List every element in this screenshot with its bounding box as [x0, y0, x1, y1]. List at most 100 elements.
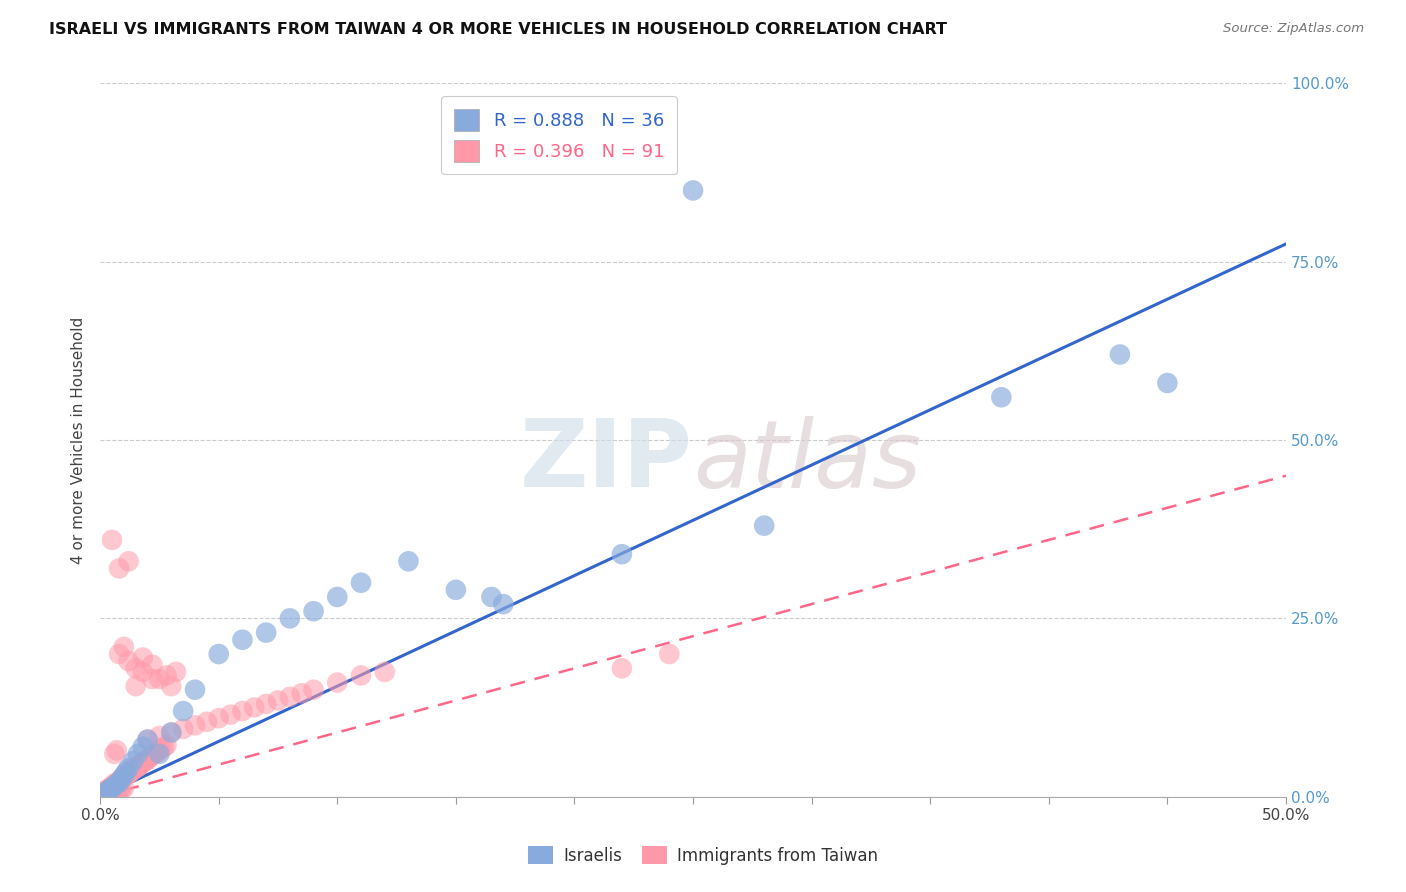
Point — [120, 764, 142, 779]
Point — [148, 672, 170, 686]
Point — [98, 786, 121, 800]
Point — [101, 779, 124, 793]
Point — [658, 647, 681, 661]
Point — [219, 707, 242, 722]
Point — [132, 756, 155, 770]
Point — [243, 700, 266, 714]
Point — [350, 668, 373, 682]
Point — [103, 779, 125, 793]
Point — [160, 725, 183, 739]
Point — [101, 781, 124, 796]
Point — [148, 743, 170, 757]
Y-axis label: 4 or more Vehicles in Household: 4 or more Vehicles in Household — [72, 317, 86, 564]
Point — [125, 761, 148, 775]
Point — [481, 590, 503, 604]
Point — [115, 768, 138, 782]
Point — [101, 781, 124, 796]
Point — [160, 725, 183, 739]
Point — [136, 732, 159, 747]
Point — [125, 679, 148, 693]
Point — [110, 772, 132, 786]
Point — [105, 777, 128, 791]
Point — [141, 657, 163, 672]
Point — [98, 782, 121, 797]
Point — [122, 754, 145, 768]
Point — [94, 786, 117, 800]
Point — [108, 774, 131, 789]
Point — [148, 747, 170, 761]
Point — [302, 604, 325, 618]
Point — [374, 665, 396, 679]
Point — [101, 533, 124, 547]
Point — [132, 756, 155, 770]
Point — [291, 686, 314, 700]
Point — [108, 775, 131, 789]
Point — [132, 665, 155, 679]
Point — [115, 768, 138, 782]
Point — [682, 183, 704, 197]
Point — [172, 722, 194, 736]
Point — [108, 647, 131, 661]
Point — [184, 682, 207, 697]
Point — [120, 764, 142, 779]
Point — [136, 732, 159, 747]
Point — [110, 782, 132, 797]
Point — [254, 697, 277, 711]
Point — [231, 704, 253, 718]
Text: ZIP: ZIP — [520, 416, 693, 508]
Point — [139, 750, 162, 764]
Point — [326, 590, 349, 604]
Point — [195, 714, 218, 729]
Point — [122, 763, 145, 777]
Point — [278, 690, 301, 704]
Point — [132, 650, 155, 665]
Text: atlas: atlas — [693, 416, 921, 507]
Point — [148, 729, 170, 743]
Point — [112, 640, 135, 654]
Point — [108, 783, 131, 797]
Legend: R = 0.888   N = 36, R = 0.396   N = 91: R = 0.888 N = 36, R = 0.396 N = 91 — [441, 96, 676, 175]
Point — [132, 739, 155, 754]
Point — [129, 757, 152, 772]
Point — [127, 760, 149, 774]
Point — [108, 775, 131, 789]
Point — [444, 582, 467, 597]
Point — [96, 787, 118, 801]
Point — [231, 632, 253, 647]
Point — [122, 763, 145, 777]
Point — [96, 784, 118, 798]
Point — [112, 770, 135, 784]
Point — [398, 554, 420, 568]
Point — [117, 767, 139, 781]
Point — [143, 747, 166, 761]
Legend: Israelis, Immigrants from Taiwan: Israelis, Immigrants from Taiwan — [520, 838, 886, 873]
Point — [94, 784, 117, 798]
Point — [1156, 376, 1178, 390]
Point — [101, 785, 124, 799]
Point — [172, 704, 194, 718]
Point — [160, 679, 183, 693]
Point — [94, 788, 117, 802]
Point — [208, 647, 231, 661]
Point — [146, 746, 169, 760]
Point — [267, 693, 290, 707]
Point — [117, 554, 139, 568]
Point — [610, 547, 633, 561]
Point — [117, 654, 139, 668]
Point — [208, 711, 231, 725]
Point — [115, 764, 138, 779]
Point — [141, 672, 163, 686]
Point — [990, 390, 1012, 404]
Point — [125, 661, 148, 675]
Point — [98, 782, 121, 797]
Point — [184, 718, 207, 732]
Point — [117, 761, 139, 775]
Point — [254, 625, 277, 640]
Point — [105, 784, 128, 798]
Point — [96, 782, 118, 797]
Point — [610, 661, 633, 675]
Text: ISRAELI VS IMMIGRANTS FROM TAIWAN 4 OR MORE VEHICLES IN HOUSEHOLD CORRELATION CH: ISRAELI VS IMMIGRANTS FROM TAIWAN 4 OR M… — [49, 22, 948, 37]
Point — [134, 754, 156, 768]
Point — [1109, 347, 1132, 361]
Point — [110, 772, 132, 786]
